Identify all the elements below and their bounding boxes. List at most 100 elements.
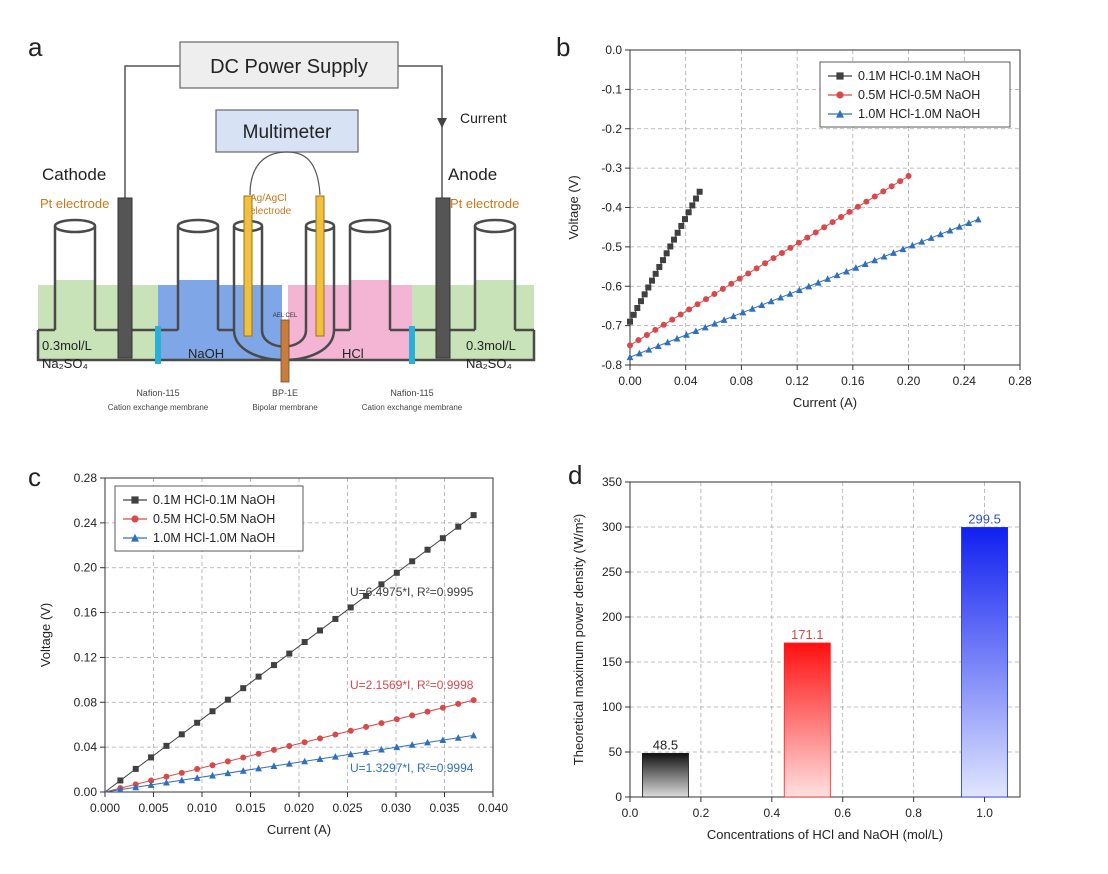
chart-b-point-2-12: [739, 308, 747, 316]
multimeter-box: [215, 109, 359, 153]
chart-b-point-1-2: [643, 332, 650, 339]
chart-c-point-0-0: [117, 777, 124, 784]
chart-c-point-0-15: [347, 604, 354, 611]
chart-c-point-0-21: [439, 535, 446, 542]
chart-b-y-tick-label-2: -0.6: [601, 279, 622, 293]
nafion-membrane-left: [155, 326, 161, 364]
chart-b-point-1-1: [635, 337, 642, 344]
chart-b-point-0-1: [630, 311, 637, 318]
chart-b-point-1-28: [863, 198, 870, 205]
chart-b-point-1-8: [694, 301, 701, 308]
chart-c-legend-entry-1: 0.5M HCl-0.5M NaOH: [153, 512, 275, 526]
chart-b-x-tick-label-1: 0.04: [674, 374, 698, 388]
agcl-electrode-left: [243, 195, 253, 337]
chart-c-point-1-8: [240, 754, 247, 761]
chart-b-point-2-11: [730, 312, 737, 320]
chart-b-point-0-5: [645, 284, 652, 291]
chart-d-bar-2: [961, 527, 1008, 798]
anode-pt-electrode: [435, 197, 451, 359]
panel-c-label: c: [28, 462, 41, 492]
chart-c-point-2-3: [163, 778, 170, 786]
membrane-mid-label-1: BP-1E: [272, 388, 298, 398]
left-solution-label-1: 0.3mol/L: [42, 338, 92, 353]
hcl-label: HCl: [342, 346, 364, 361]
chart-b-point-2-6: [683, 331, 690, 338]
chart-c-legend-marker-0: [131, 496, 139, 504]
chart-b-point-2-4: [664, 338, 672, 346]
tube-fill-2: [178, 280, 218, 330]
chart-c-x-axis-label: Current (A): [267, 822, 331, 837]
chart-b-point-2-30: [908, 241, 916, 249]
chart-d-x-tick-label-1: 0.2: [693, 806, 710, 820]
chart-b-point-2-24: [852, 264, 860, 271]
chart-b-y-tick-label-0: -0.8: [601, 358, 622, 372]
chart-d-y-tick-label-3: 150: [602, 655, 622, 669]
chart-c-point-1-23: [470, 697, 477, 704]
chart-c-point-2-7: [224, 769, 232, 777]
chart-b-point-2-2: [645, 346, 653, 353]
chart-b-x-tick-label-0: 0.00: [618, 374, 642, 388]
chart-c-x-tick-label-6: 0.030: [381, 801, 411, 815]
chart-c-y-tick-label-4: 0.16: [74, 606, 98, 620]
chart-d-y-tick-label-4: 200: [602, 610, 622, 624]
chart-b-point-2-3: [654, 342, 662, 349]
chart-b-point-2-28: [890, 249, 897, 256]
chart-b-point-1-13: [736, 275, 743, 282]
chart-c-point-0-4: [178, 731, 185, 738]
chart-c-point-0-18: [393, 569, 400, 576]
chart-b-point-1-21: [804, 234, 811, 241]
chart-b-y-tick-label-6: -0.2: [601, 122, 622, 136]
chart-c-point-2-20: [424, 738, 431, 746]
chart-c-y-tick-label-7: 0.28: [74, 471, 98, 485]
chart-b-point-0-18: [692, 195, 699, 202]
chart-b-point-2-7: [692, 327, 700, 335]
membrane-left-label-1: Nafion-115: [136, 388, 179, 398]
chart-c-point-0-6: [209, 708, 216, 715]
chart-c-point-1-7: [224, 758, 231, 765]
panel-d-label: d: [568, 460, 582, 490]
chart-c-point-0-16: [363, 592, 370, 599]
chart-b-point-1-25: [838, 214, 845, 221]
chart-c-x-tick-label-3: 0.015: [235, 801, 265, 815]
chart-b-point-2-35: [955, 223, 963, 230]
chart-b-point-1-20: [795, 239, 802, 246]
chart-b-y-axis-label: Voltage (V): [566, 175, 581, 239]
chart-c-point-0-20: [424, 546, 431, 553]
chart-c-point-1-9: [255, 750, 262, 757]
chart-b-point-2-36: [965, 219, 973, 227]
chart-d-bar-label-2: 299.5: [968, 511, 1001, 526]
chart-c-point-0-1: [132, 765, 139, 772]
chart-b-legend-entry-0: 0.1M HCl-0.1M NaOH: [858, 69, 980, 83]
chart-c-point-2-15: [347, 750, 355, 758]
chart-b-point-2-8: [701, 323, 709, 331]
chart-d-y-axis-label: Theoretical maximum power density (W/m²): [571, 514, 586, 765]
chart-b-point-0-9: [659, 257, 666, 264]
chart-c-fit-equation-2: U=1.3297*I, R²=0.9994: [350, 761, 474, 775]
chart-b-point-2-27: [880, 252, 888, 260]
chart-d: 0.0 0.2 0.4 0.6 0.8 1.0 0 50 100 150 200 250 300 350 C…: [571, 475, 1021, 842]
chart-b-legend-marker-0: [836, 72, 844, 80]
chart-c-legend-marker-2: [131, 533, 139, 542]
chart-c-point-1-13: [317, 735, 324, 742]
chart-c-point-1-18: [393, 716, 400, 723]
chart-b-point-1-4: [660, 321, 667, 328]
chart-b-x-tick-label-7: 0.28: [1008, 374, 1032, 388]
chart-b-point-2-14: [758, 301, 766, 308]
chart-c-point-0-12: [301, 639, 308, 646]
chart-c-point-1-5: [194, 766, 201, 773]
chart-c-point-2-6: [209, 771, 216, 779]
chart-d-x-tick-label-3: 0.6: [834, 806, 851, 820]
right-solution-label-2: Na₂SO₄: [466, 356, 512, 371]
chart-c-point-2-18: [393, 743, 401, 751]
chart-c-point-2-12: [301, 757, 309, 765]
chart-b-point-2-29: [899, 245, 907, 253]
chart-b-point-2-0: [626, 353, 634, 361]
chart-b-point-2-23: [843, 267, 850, 275]
naoh-label: NaOH: [188, 346, 224, 361]
chart-c-y-tick-label-1: 0.04: [74, 740, 98, 754]
chart-b-x-tick-label-6: 0.24: [953, 374, 977, 388]
multimeter-wire: [249, 151, 321, 196]
chart-b-point-1-12: [728, 280, 735, 287]
chart-c-point-0-5: [194, 719, 201, 726]
chart-b-point-0-11: [667, 243, 674, 250]
